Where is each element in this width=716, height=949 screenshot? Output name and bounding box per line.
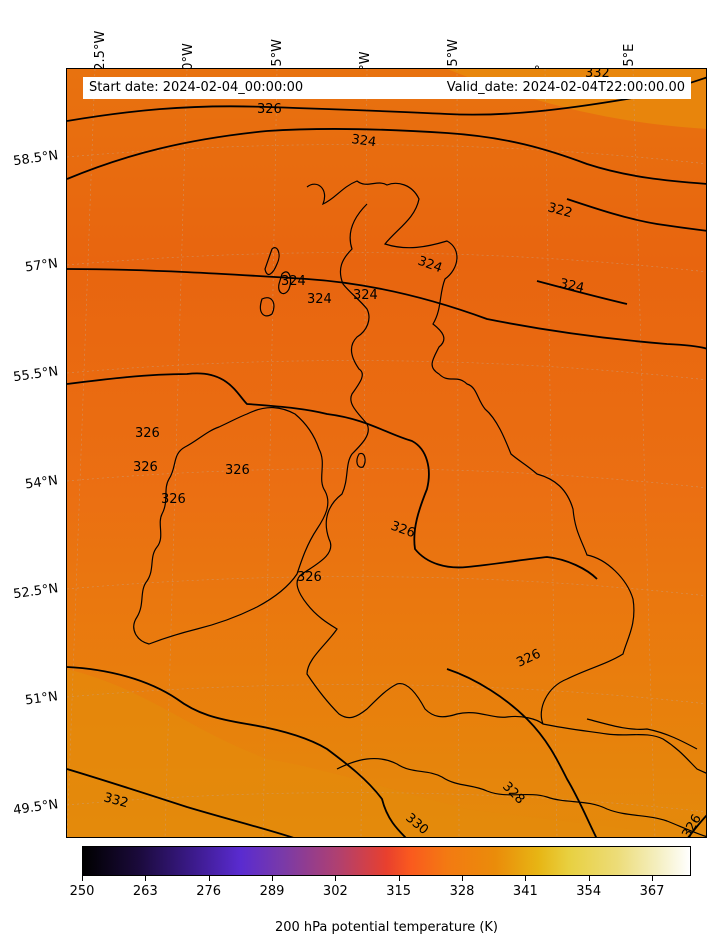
lat-label: 58.5°N: [12, 148, 60, 170]
contour-label: 322: [546, 200, 574, 221]
contour-label: 326: [161, 492, 186, 507]
date-info-box: Start date: 2024-02-04_00:00:00 Valid_da…: [83, 77, 691, 99]
valid-date-text: Valid_date: 2024-02-04T22:00:00.00: [446, 80, 685, 95]
contour-label: 324: [558, 276, 585, 296]
contour-lines: [67, 76, 706, 837]
colorbar-tick: [145, 876, 147, 881]
map-canvas[interactable]: 332 326 324 322 324 324 324 324 324 326 …: [67, 69, 707, 838]
contour-label: 326: [257, 102, 282, 117]
colorbar-tick: [652, 876, 654, 881]
lat-label: 49.5°N: [12, 797, 60, 819]
colorbar-tick-label: 315: [386, 884, 412, 899]
contour-label: 326: [133, 460, 158, 475]
colorbar: [82, 846, 691, 876]
contour-label: 326: [297, 570, 322, 585]
lat-label: 51°N: [24, 689, 60, 709]
contour-label: 324: [281, 274, 306, 289]
start-date-text: Start date: 2024-02-04_00:00:00: [89, 80, 304, 95]
colorbar-tick: [462, 876, 464, 881]
colorbar-tick-label: 367: [639, 884, 665, 899]
colorbar-tick-label: 250: [69, 884, 95, 899]
colorbar-tick-label: 302: [322, 884, 348, 899]
contour-label: 324: [353, 288, 378, 303]
colorbar-tick: [272, 876, 273, 881]
colorbar-tick-label: 263: [132, 884, 158, 899]
contour-label: 332: [102, 790, 130, 811]
graticule: [67, 69, 706, 837]
colorbar-tick-label: 354: [576, 884, 602, 899]
temperature-field: [67, 69, 706, 837]
colorbar-tick-label: 276: [196, 884, 222, 899]
colorbar-tick: [588, 876, 590, 881]
contour-label-group: 332 326 324 322 324 324 324 324 324 326 …: [102, 69, 705, 837]
colorbar-title: 200 hPa potential temperature (K): [274, 920, 498, 935]
colorbar-tick: [82, 876, 83, 881]
contour-label: 326: [135, 426, 160, 441]
contour-label: 324: [307, 292, 332, 307]
colorbar-tick: [398, 876, 400, 881]
colorbar-tick-label: 341: [512, 884, 538, 899]
lat-label: 52.5°N: [12, 581, 60, 603]
contour-label: 324: [350, 132, 377, 150]
lat-label: 55.5°N: [12, 364, 60, 386]
coastlines: [133, 180, 706, 837]
colorbar-tick: [335, 876, 337, 881]
colorbar-tick: [208, 876, 210, 881]
colorbar-tick: [525, 876, 527, 881]
lat-label: 54°N: [24, 473, 60, 493]
lat-label: 57°N: [24, 256, 60, 276]
map-panel[interactable]: 332 326 324 322 324 324 324 324 324 326 …: [66, 68, 707, 838]
colorbar-tick-label: 328: [449, 884, 475, 899]
contour-label: 326: [225, 463, 250, 478]
colorbar-tick-label: 289: [259, 884, 285, 899]
